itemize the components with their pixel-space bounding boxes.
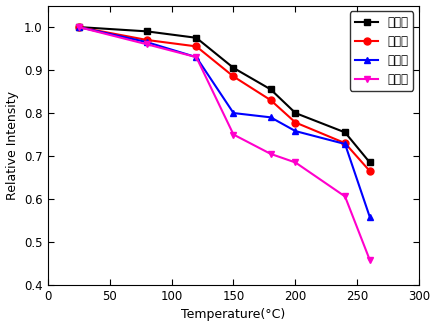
氮化物 bbox=[76, 25, 81, 29]
氟化物 bbox=[76, 25, 81, 29]
硅酸盐 bbox=[268, 115, 273, 119]
硅酸盐 bbox=[367, 215, 372, 219]
铝酸盐 bbox=[367, 161, 372, 164]
硅酸盐 bbox=[144, 40, 150, 44]
Y-axis label: Relative Intensity: Relative Intensity bbox=[6, 91, 19, 200]
Line: 氟化物: 氟化物 bbox=[75, 24, 373, 264]
铝酸盐 bbox=[231, 66, 236, 70]
Legend: 铝酸盐, 氮化物, 硅酸盐, 氟化物: 铝酸盐, 氮化物, 硅酸盐, 氟化物 bbox=[350, 11, 413, 91]
氟化物 bbox=[231, 132, 236, 136]
氮化物 bbox=[194, 44, 199, 48]
氟化物 bbox=[268, 152, 273, 156]
铝酸盐 bbox=[76, 25, 81, 29]
Line: 铝酸盐: 铝酸盐 bbox=[75, 24, 373, 166]
氟化物 bbox=[144, 42, 150, 46]
铝酸盐 bbox=[144, 29, 150, 33]
氟化物 bbox=[293, 161, 298, 164]
铝酸盐 bbox=[293, 111, 298, 115]
氟化物 bbox=[342, 195, 347, 198]
硅酸盐 bbox=[194, 55, 199, 59]
铝酸盐 bbox=[194, 36, 199, 40]
硅酸盐 bbox=[76, 25, 81, 29]
Line: 硅酸盐: 硅酸盐 bbox=[75, 24, 373, 221]
铝酸盐 bbox=[342, 130, 347, 134]
氟化物 bbox=[194, 55, 199, 59]
X-axis label: Temperature(°C): Temperature(°C) bbox=[181, 308, 286, 321]
氮化物 bbox=[367, 169, 372, 173]
氮化物 bbox=[342, 141, 347, 145]
硅酸盐 bbox=[231, 111, 236, 115]
氮化物 bbox=[144, 38, 150, 42]
硅酸盐 bbox=[293, 129, 298, 133]
氟化物 bbox=[367, 258, 372, 262]
铝酸盐 bbox=[268, 87, 273, 91]
Line: 氮化物: 氮化物 bbox=[75, 24, 373, 175]
硅酸盐 bbox=[342, 142, 347, 146]
氮化物 bbox=[268, 98, 273, 102]
氮化物 bbox=[293, 121, 298, 125]
氮化物 bbox=[231, 75, 236, 78]
